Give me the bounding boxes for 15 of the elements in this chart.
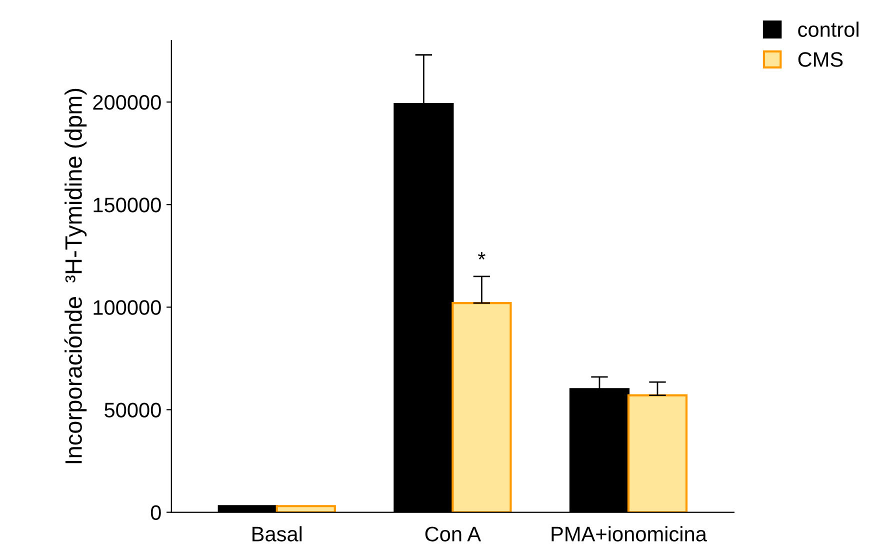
y-tick-label: 0 <box>150 505 161 520</box>
x-tick-label: PMA+ionomicina <box>552 526 707 542</box>
y-tick-label: 150000 <box>94 198 161 212</box>
y-axis-title: Incorporaciónde ³H-Tymidine (dpm) <box>64 88 87 464</box>
y-tick-label: 200000 <box>93 95 161 110</box>
x-tick-label: Con A <box>425 526 482 542</box>
y-tick-label: 100000 <box>94 300 161 315</box>
annotation: * <box>478 252 486 260</box>
x-tick-label: Basal <box>252 526 302 542</box>
legend-label: control <box>798 22 858 37</box>
bar <box>452 302 512 512</box>
y-tick-label: 50000 <box>104 402 161 418</box>
bar <box>276 505 336 512</box>
legend-label: CMS <box>798 52 843 67</box>
bar <box>627 394 688 512</box>
